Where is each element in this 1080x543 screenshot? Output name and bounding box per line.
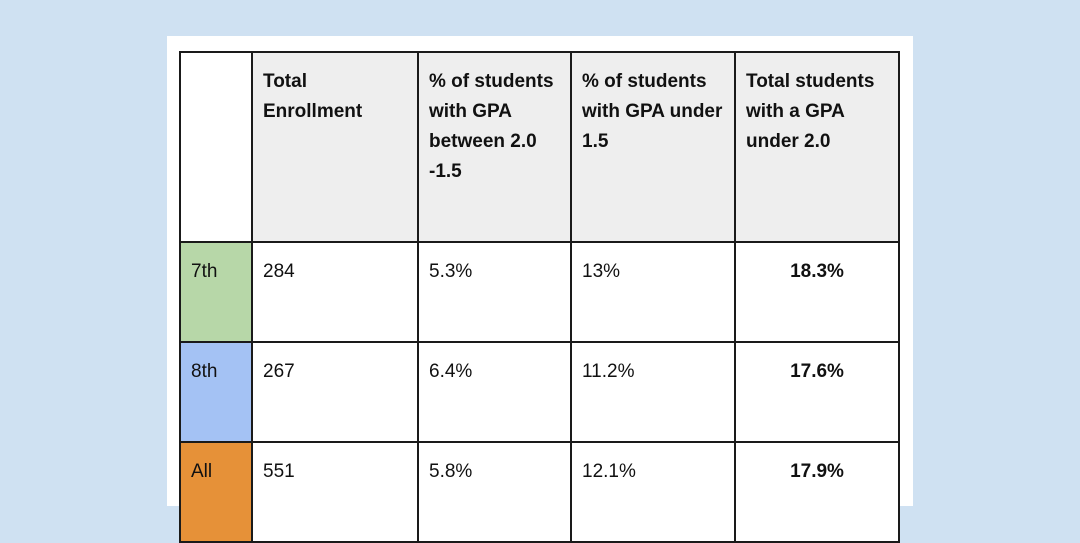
- row-label-all: All: [179, 441, 253, 543]
- table-cell-total: 18.3%: [734, 241, 900, 343]
- table-cell: 5.8%: [417, 441, 572, 543]
- table-cell: 551: [251, 441, 419, 543]
- table-row: 7th 284 5.3% 13% 18.3%: [179, 241, 900, 343]
- header-gpa-under-2-0: Total students with a GPA under 2.0: [734, 51, 900, 243]
- header-blank: [179, 51, 253, 243]
- table-row: All 551 5.8% 12.1% 17.9%: [179, 441, 900, 543]
- table-cell-total: 17.9%: [734, 441, 900, 543]
- header-row: Total Enrollment % of students with GPA …: [179, 51, 900, 243]
- table-cell: 6.4%: [417, 341, 572, 443]
- header-total-enrollment: Total Enrollment: [251, 51, 419, 243]
- row-label-7th: 7th: [179, 241, 253, 343]
- row-label-8th: 8th: [179, 341, 253, 443]
- table-cell: 5.3%: [417, 241, 572, 343]
- table-cell: 13%: [570, 241, 736, 343]
- table-cell: 284: [251, 241, 419, 343]
- gpa-table: Total Enrollment % of students with GPA …: [179, 51, 900, 543]
- table-cell: 11.2%: [570, 341, 736, 443]
- table-cell-total: 17.6%: [734, 341, 900, 443]
- table-row: 8th 267 6.4% 11.2% 17.6%: [179, 341, 900, 443]
- table-cell: 267: [251, 341, 419, 443]
- table-cell: 12.1%: [570, 441, 736, 543]
- table-card: Total Enrollment % of students with GPA …: [167, 36, 913, 543]
- header-gpa-between: % of students with GPA between 2.0 -1.5: [417, 51, 572, 243]
- header-gpa-under-1-5: % of students with GPA under 1.5: [570, 51, 736, 243]
